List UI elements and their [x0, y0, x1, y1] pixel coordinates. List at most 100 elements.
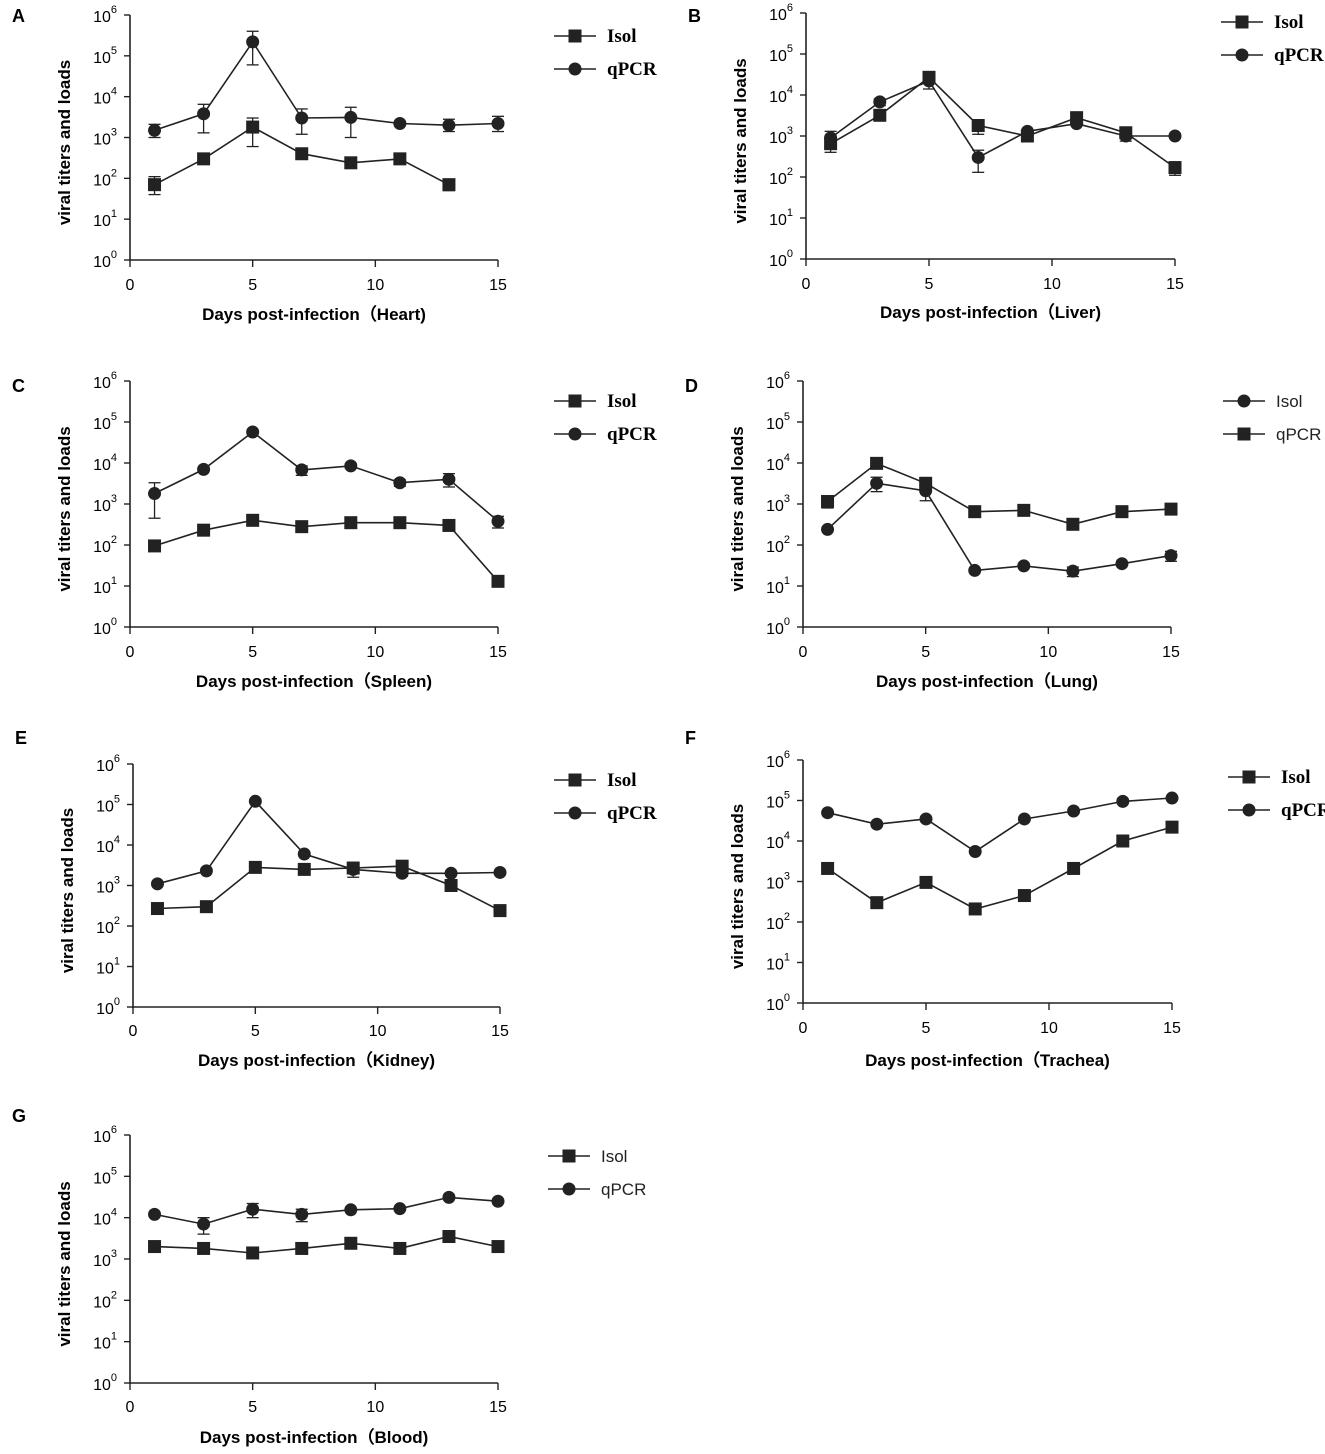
y-tick-base: 10 [766, 876, 784, 893]
x-tick-label: 15 [489, 1399, 507, 1416]
y-tick-label: 105 [766, 790, 790, 812]
legend-label: Isol [1276, 392, 1302, 411]
series-isol [821, 820, 1179, 916]
legend-item: Isol [1221, 12, 1304, 33]
series-line [827, 797, 1173, 853]
x-tick-label: 5 [248, 1399, 257, 1416]
y-tick-base: 10 [769, 212, 787, 229]
y-tick-base: 10 [96, 839, 114, 856]
legend-label: Isol [607, 770, 637, 791]
data-point-square [344, 156, 358, 170]
y-tick-base: 10 [766, 957, 784, 974]
legend-item: Isol [554, 26, 637, 47]
data-point-circle [344, 110, 358, 124]
y-tick-label: 100 [93, 616, 117, 638]
x-tick-label: 15 [1166, 276, 1184, 293]
y-tick-exponent: 3 [111, 127, 117, 139]
series-qpcr [148, 30, 505, 139]
data-point-circle [148, 1207, 162, 1221]
legend-label: qPCR [607, 424, 657, 445]
data-point-square [1017, 889, 1031, 903]
data-point-circle [444, 866, 458, 880]
data-point-circle [246, 35, 260, 49]
y-tick-base: 10 [96, 758, 114, 775]
y-tick-label: 105 [93, 411, 117, 433]
legend-marker-square [568, 773, 582, 787]
y-tick-base: 10 [93, 9, 111, 26]
series-line [830, 76, 1176, 169]
legend-item: Isol [1228, 767, 1311, 788]
data-point-circle [821, 522, 835, 536]
x-tick-label: 5 [925, 276, 934, 293]
panel-letter: E [15, 728, 27, 748]
legend-label: qPCR [1274, 45, 1324, 66]
series-line [154, 1235, 499, 1254]
data-point-square [246, 120, 260, 134]
data-point-circle [197, 1217, 211, 1231]
data-point-square [297, 862, 311, 876]
data-point-square [246, 1246, 260, 1260]
data-point-circle [346, 862, 360, 876]
y-tick-label: 101 [766, 952, 790, 974]
data-point-square [150, 902, 164, 916]
data-point-circle [873, 95, 887, 109]
data-point-circle [295, 111, 309, 125]
x-axis-title: Days post-infection（Blood) [200, 1427, 429, 1447]
data-point-square [919, 476, 933, 490]
y-tick-base: 10 [93, 172, 111, 189]
y-tick-base: 10 [769, 48, 787, 65]
y-tick-label: 103 [93, 493, 117, 515]
y-tick-base: 10 [93, 457, 111, 474]
y-tick-exponent: 4 [784, 830, 790, 842]
legend-label: Isol [1281, 767, 1311, 788]
legend-label: Isol [1274, 12, 1304, 33]
y-tick-exponent: 1 [787, 207, 793, 219]
y-tick-exponent: 5 [111, 411, 117, 423]
data-point-square [295, 1241, 309, 1255]
y-tick-exponent: 6 [114, 753, 120, 765]
legend-marker-circle [1235, 48, 1249, 62]
data-point-square [968, 505, 982, 519]
legend-label: qPCR [607, 803, 657, 824]
data-point-circle [197, 107, 211, 121]
data-point-circle [393, 476, 407, 490]
series-line [154, 1196, 499, 1225]
data-point-square [442, 1230, 456, 1244]
y-tick-exponent: 3 [784, 871, 790, 883]
data-point-circle [148, 123, 162, 137]
x-axis-title: Days post-infection（Lung) [876, 671, 1098, 691]
x-tick-label: 10 [1043, 276, 1061, 293]
legend-item: Isol [554, 770, 637, 791]
y-tick-label: 105 [766, 411, 790, 433]
y-tick-exponent: 0 [111, 1372, 117, 1384]
data-point-square [491, 574, 505, 588]
data-point-square [295, 147, 309, 161]
data-point-square [148, 178, 162, 192]
y-tick-base: 10 [769, 89, 787, 106]
y-tick-base: 10 [766, 754, 784, 771]
y-tick-base: 10 [766, 835, 784, 852]
y-axis-title: viral titers and loads [728, 426, 747, 591]
y-tick-label: 102 [93, 1289, 117, 1311]
data-point-square [968, 902, 982, 916]
y-tick-label: 103 [769, 125, 793, 147]
y-tick-exponent: 3 [787, 125, 793, 137]
y-tick-label: 103 [766, 493, 790, 515]
y-tick-exponent: 1 [114, 956, 120, 968]
x-tick-label: 10 [366, 277, 384, 294]
y-tick-exponent: 0 [114, 996, 120, 1008]
data-point-circle [968, 563, 982, 577]
x-tick-label: 10 [1040, 1020, 1058, 1037]
y-tick-label: 101 [769, 207, 793, 229]
y-tick-exponent: 2 [784, 911, 790, 923]
y-tick-label: 103 [93, 1248, 117, 1270]
y-tick-label: 104 [93, 452, 117, 474]
y-tick-base: 10 [93, 498, 111, 515]
y-tick-base: 10 [766, 498, 784, 515]
x-axis-title: Days post-infection（Spleen) [196, 671, 432, 691]
x-tick-label: 10 [1039, 644, 1057, 661]
